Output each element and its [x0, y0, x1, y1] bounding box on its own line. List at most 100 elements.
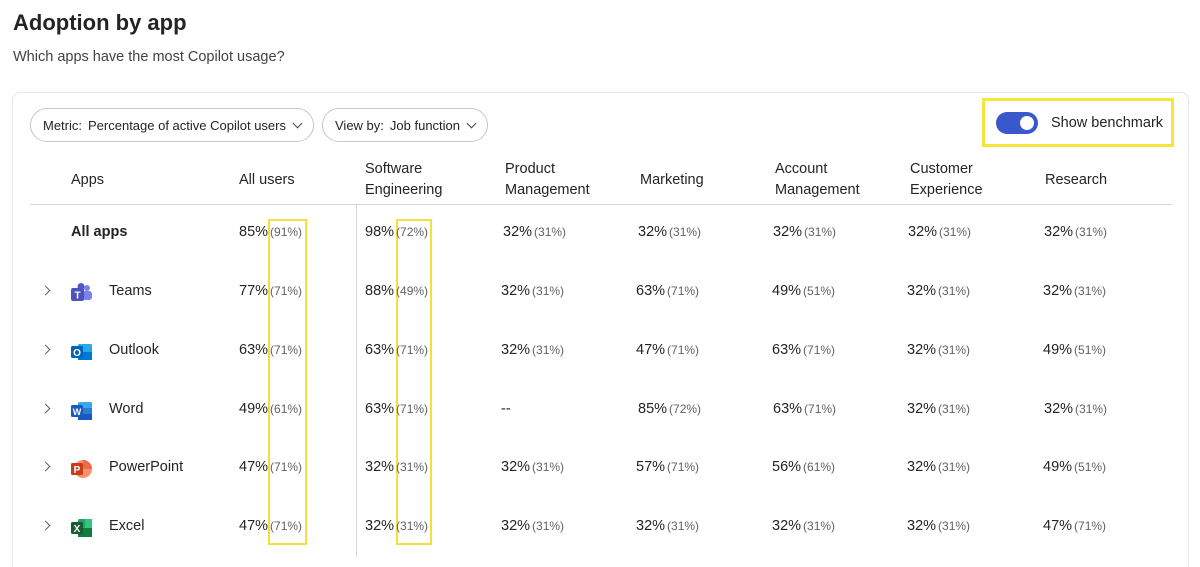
- cell-benchmark: (31%): [534, 225, 567, 239]
- cell-value: 32%: [772, 518, 802, 534]
- table-cell: 32% (31%): [907, 459, 970, 475]
- chevron-right-icon[interactable]: [40, 520, 51, 531]
- chevron-right-icon[interactable]: [40, 461, 51, 472]
- table-row[interactable]: W Word 49% (61%) 63% (71%) -- 85% (72%) 63% (71%) 3…: [0, 396, 1200, 426]
- cell-benchmark: (71%): [270, 460, 303, 474]
- cell-value: 47%: [239, 518, 269, 534]
- chevron-down-icon: [292, 118, 303, 128]
- cell-value: 32%: [907, 518, 937, 534]
- cell-benchmark: (31%): [938, 343, 971, 357]
- column-header-line: Experience: [910, 182, 983, 198]
- cell-benchmark: (71%): [1074, 519, 1107, 533]
- header-divider: [30, 204, 1172, 205]
- column-header-line: Customer: [910, 161, 973, 177]
- chevron-right-icon[interactable]: [40, 403, 51, 414]
- table-row[interactable]: X Excel 47% (71%) 32% (31%) 32% (31%) 32% (31%) 32…: [0, 513, 1200, 543]
- cell-benchmark: (71%): [667, 343, 700, 357]
- cell-benchmark: (31%): [804, 225, 837, 239]
- svg-text:O: O: [73, 348, 81, 359]
- cell-value: 32%: [907, 401, 937, 417]
- cell-value: 63%: [365, 401, 395, 417]
- svg-text:X: X: [74, 524, 81, 535]
- table-cell: 32% (31%): [907, 518, 970, 534]
- cell-benchmark: (31%): [938, 519, 971, 533]
- table-row-all-apps: All apps 85% (91%) 98% (72%) 32% (31%) 32% (31%)…: [0, 219, 1200, 249]
- table-cell: 63% (71%): [773, 401, 836, 417]
- cell-benchmark: (71%): [804, 402, 837, 416]
- svg-text:T: T: [74, 291, 80, 302]
- cell-value: 49%: [1043, 342, 1073, 358]
- table-cell: 47% (71%): [1043, 518, 1106, 534]
- table-cell: 63% (71%): [365, 401, 428, 417]
- viewby-dropdown[interactable]: View by: Job function: [322, 108, 489, 142]
- cell-value: 88%: [365, 283, 395, 299]
- table-row[interactable]: O Outlook 63% (71%) 63% (71%) 32% (31%) 47% (71%)…: [0, 337, 1200, 367]
- table-cell: 56% (61%): [772, 459, 835, 475]
- svg-text:P: P: [74, 465, 81, 476]
- cell-value: 57%: [636, 459, 666, 475]
- cell-benchmark: (71%): [396, 343, 429, 357]
- adoption-card: [12, 92, 1189, 567]
- table-cell: 32% (31%): [907, 283, 970, 299]
- table-cell: 49% (51%): [1043, 459, 1106, 475]
- benchmark-toggle[interactable]: [996, 112, 1038, 134]
- cell-value: 32%: [365, 518, 395, 534]
- table-cell: 49% (51%): [1043, 342, 1106, 358]
- cell-value: 32%: [908, 224, 938, 240]
- table-cell: 85% (72%): [638, 401, 701, 417]
- metric-dropdown-value: Percentage of active Copilot users: [88, 117, 286, 133]
- cell-value: 32%: [638, 224, 668, 240]
- table-cell: 77% (71%): [239, 283, 302, 299]
- table-cell: 49% (51%): [772, 283, 835, 299]
- table-cell: 63% (71%): [365, 342, 428, 358]
- column-header: Product Management: [505, 159, 590, 201]
- cell-value: 32%: [636, 518, 666, 534]
- column-header-line: Engineering: [365, 182, 443, 198]
- table-cell: 32% (31%): [908, 224, 971, 240]
- table-cell: 32% (31%): [501, 283, 564, 299]
- viewby-dropdown-label: View by:: [335, 117, 384, 133]
- chevron-right-icon[interactable]: [40, 344, 51, 355]
- outlook-icon: O: [70, 341, 93, 363]
- cell-benchmark: (31%): [532, 519, 565, 533]
- cell-benchmark: (31%): [669, 225, 702, 239]
- cell-benchmark: (31%): [532, 343, 565, 357]
- cell-value: 32%: [501, 283, 531, 299]
- cell-benchmark: (31%): [938, 402, 971, 416]
- table-row[interactable]: T Teams 77% (71%) 88% (49%) 32% (31%) 63% (71%) 49…: [0, 278, 1200, 308]
- cell-value: 47%: [1043, 518, 1073, 534]
- column-header: Research: [1045, 172, 1108, 188]
- table-cell: 57% (71%): [636, 459, 699, 475]
- column-header-line: Management: [775, 182, 860, 198]
- column-header-line: Account: [775, 161, 828, 177]
- table-cell: 98% (72%): [365, 224, 428, 240]
- cell-value: 32%: [501, 342, 531, 358]
- benchmark-highlight: [982, 98, 1174, 147]
- excel-icon: X: [70, 517, 93, 539]
- column-header: Apps: [71, 172, 105, 188]
- cell-value: 32%: [1043, 283, 1073, 299]
- svg-text:W: W: [73, 407, 82, 417]
- chevron-right-icon[interactable]: [40, 285, 51, 296]
- cell-benchmark: (31%): [803, 519, 836, 533]
- cell-value: 77%: [239, 283, 269, 299]
- metric-dropdown[interactable]: Metric: Percentage of active Copilot use…: [30, 108, 314, 142]
- table-cell: 32% (31%): [773, 224, 836, 240]
- table-cell: 47% (71%): [636, 342, 699, 358]
- toggle-knob: [1020, 116, 1034, 130]
- cell-benchmark: (51%): [1074, 460, 1107, 474]
- word-icon: W: [70, 400, 93, 422]
- table-cell: 63% (71%): [636, 283, 699, 299]
- cell-value: 56%: [772, 459, 802, 475]
- benchmark-toggle-label: Show benchmark: [1051, 115, 1164, 131]
- app-name: Outlook: [109, 342, 159, 358]
- cell-benchmark: (71%): [803, 343, 836, 357]
- cell-value: 63%: [772, 342, 802, 358]
- cell-value: 32%: [501, 518, 531, 534]
- table-row[interactable]: P PowerPoint 47% (71%) 32% (31%) 32% (31%) 57% (7…: [0, 454, 1200, 484]
- cell-benchmark: (31%): [1075, 225, 1108, 239]
- cell-value: 32%: [501, 459, 531, 475]
- cell-value: 32%: [365, 459, 395, 475]
- cell-benchmark: (71%): [667, 460, 700, 474]
- cell-value: 49%: [1043, 459, 1073, 475]
